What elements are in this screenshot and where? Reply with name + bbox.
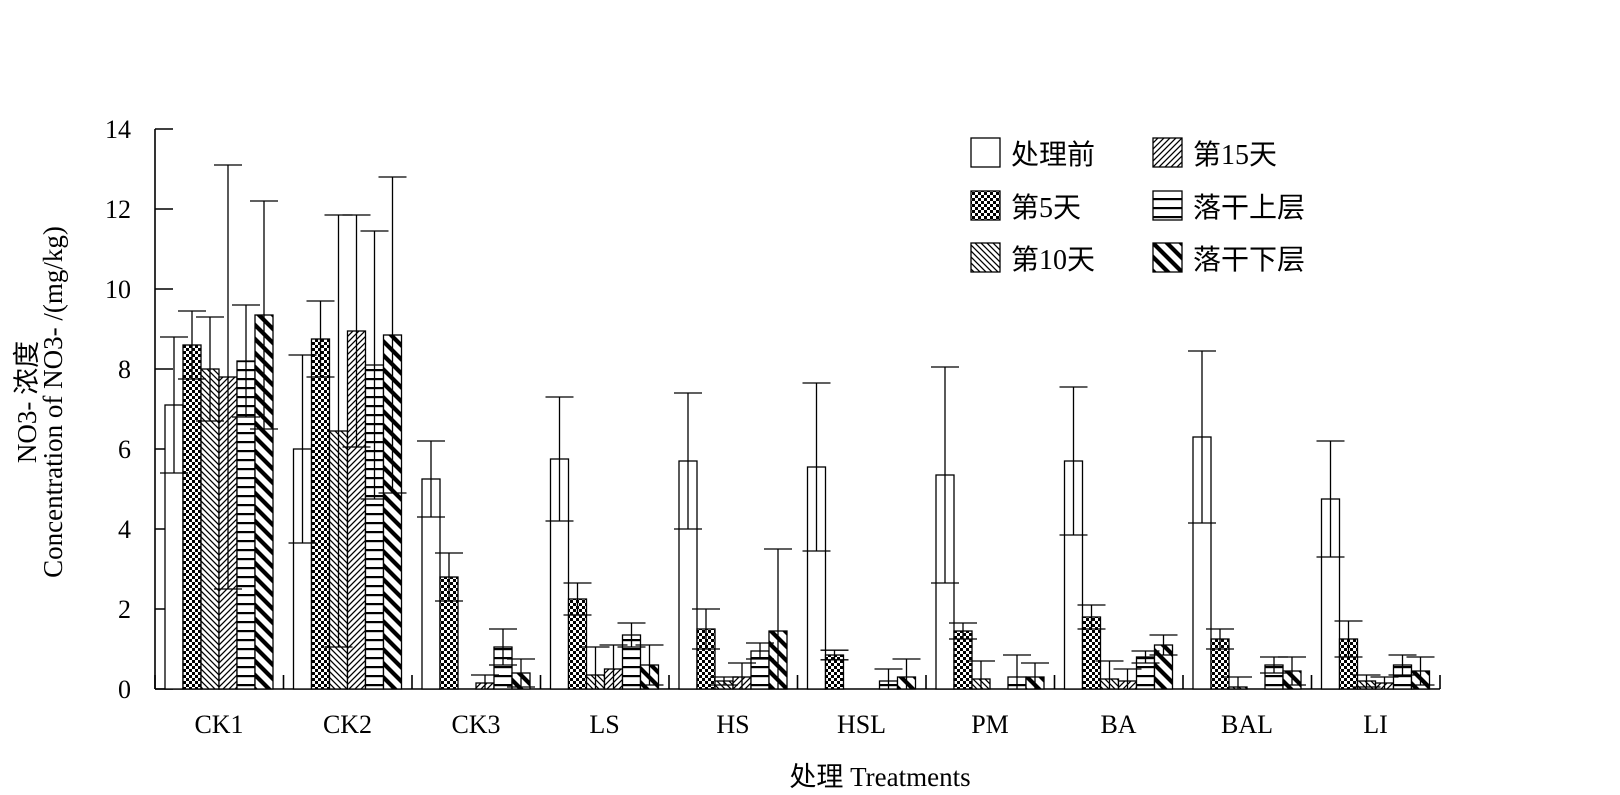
x-category-label: PM bbox=[971, 710, 1009, 739]
bars-layer bbox=[164, 314, 1431, 690]
x-category-label: HSL bbox=[837, 710, 886, 739]
legend-label: 处理前 bbox=[1011, 139, 1095, 171]
legend-label: 落干上层 bbox=[1193, 192, 1305, 224]
error-bars-layer bbox=[160, 164, 1435, 689]
y-tick-label: 2 bbox=[118, 595, 131, 624]
y-tick-label: 6 bbox=[118, 435, 131, 464]
x-category-label: BA bbox=[1100, 710, 1136, 739]
legend-label: 第15天 bbox=[1193, 139, 1277, 171]
legend-swatch bbox=[970, 190, 1001, 221]
x-category-label: HS bbox=[716, 710, 749, 739]
bar bbox=[182, 344, 202, 690]
x-category-label: LI bbox=[1363, 710, 1388, 739]
y-axis: 0 2 4 6 8 10 12 14 bbox=[105, 115, 173, 704]
x-category-label: CK2 bbox=[323, 710, 372, 739]
y-tick-label: 8 bbox=[118, 355, 131, 384]
x-category-label: LS bbox=[589, 710, 619, 739]
y-tick-label: 12 bbox=[105, 195, 131, 224]
y-tick-label: 0 bbox=[118, 675, 131, 704]
x-axis-title: 处理 Treatments bbox=[789, 762, 970, 792]
legend-label: 第5天 bbox=[1011, 192, 1081, 224]
y-tick-label: 14 bbox=[105, 115, 131, 144]
y-tick-label: 10 bbox=[105, 275, 131, 304]
bar bbox=[953, 630, 973, 690]
legend-label: 落干下层 bbox=[1193, 244, 1305, 276]
y-tick-label: 4 bbox=[118, 515, 131, 544]
x-category-label: CK1 bbox=[194, 710, 243, 739]
legend-swatch bbox=[970, 242, 1001, 273]
bar bbox=[310, 338, 331, 690]
legend-swatch bbox=[970, 137, 1001, 168]
legend-swatch bbox=[1152, 242, 1183, 273]
x-category-label: BAL bbox=[1221, 710, 1273, 739]
y-axis-title-line2: Concentration of NO3- /(mg/kg) bbox=[38, 226, 68, 578]
legend-label: 第10天 bbox=[1011, 244, 1095, 276]
legend-swatch bbox=[1152, 190, 1183, 221]
legend-swatch bbox=[1152, 137, 1183, 168]
y-axis-title-line1: NO3- 浓度 bbox=[12, 341, 42, 463]
x-category-label: CK3 bbox=[451, 710, 500, 739]
